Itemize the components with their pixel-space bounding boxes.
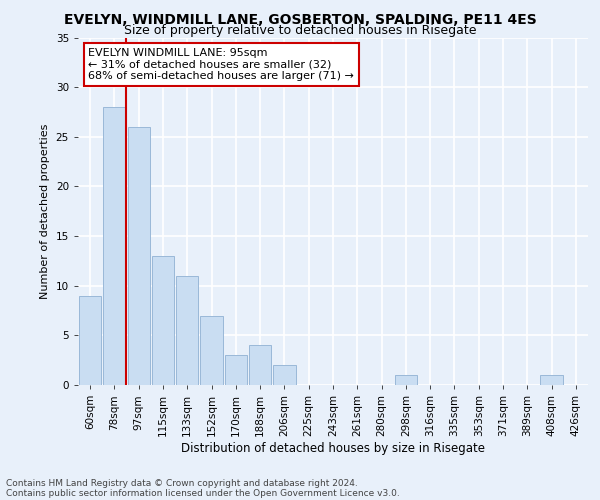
Bar <box>128 127 150 385</box>
Bar <box>152 256 174 385</box>
Bar <box>224 355 247 385</box>
Bar <box>200 316 223 385</box>
Text: Contains public sector information licensed under the Open Government Licence v3: Contains public sector information licen… <box>6 488 400 498</box>
X-axis label: Distribution of detached houses by size in Risegate: Distribution of detached houses by size … <box>181 442 485 454</box>
Text: Size of property relative to detached houses in Risegate: Size of property relative to detached ho… <box>124 24 476 37</box>
Bar <box>395 375 417 385</box>
Bar <box>176 276 199 385</box>
Bar <box>79 296 101 385</box>
Text: EVELYN WINDMILL LANE: 95sqm
← 31% of detached houses are smaller (32)
68% of sem: EVELYN WINDMILL LANE: 95sqm ← 31% of det… <box>88 48 354 81</box>
Bar <box>273 365 296 385</box>
Text: Contains HM Land Registry data © Crown copyright and database right 2024.: Contains HM Land Registry data © Crown c… <box>6 478 358 488</box>
Text: EVELYN, WINDMILL LANE, GOSBERTON, SPALDING, PE11 4ES: EVELYN, WINDMILL LANE, GOSBERTON, SPALDI… <box>64 12 536 26</box>
Bar <box>249 346 271 385</box>
Bar <box>541 375 563 385</box>
Bar <box>103 107 125 385</box>
Y-axis label: Number of detached properties: Number of detached properties <box>40 124 50 299</box>
